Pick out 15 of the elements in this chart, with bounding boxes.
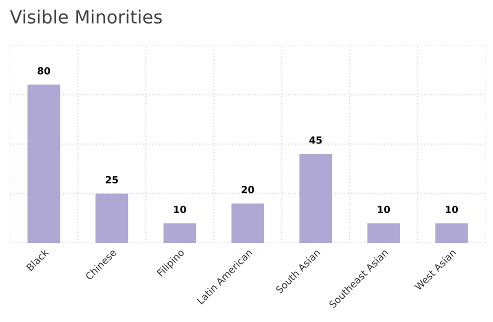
data-label: 20	[242, 186, 254, 194]
data-label: 25	[106, 176, 118, 184]
data-label: 10	[174, 206, 186, 214]
bar	[435, 223, 468, 244]
data-label: 80	[38, 67, 50, 74]
bar	[299, 154, 332, 244]
bar	[28, 84, 60, 244]
data-label: 45	[309, 136, 322, 144]
bar	[231, 204, 264, 244]
chart-title: Visible Minorities	[10, 10, 162, 24]
bar	[163, 223, 196, 244]
bar	[95, 194, 128, 244]
bar	[367, 223, 400, 244]
data-label: 10	[378, 206, 390, 214]
data-label: 10	[446, 206, 458, 214]
